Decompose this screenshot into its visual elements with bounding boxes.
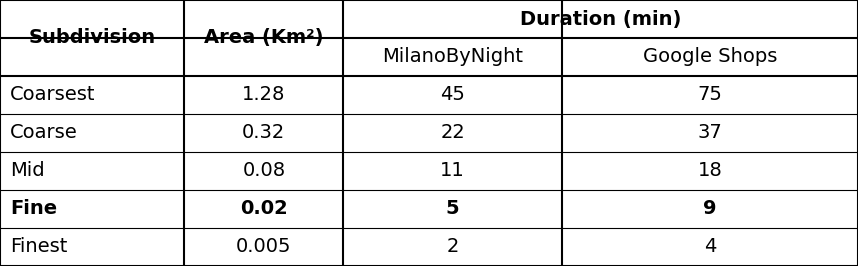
Text: 45: 45 [440,85,465,105]
Text: Area (Km²): Area (Km²) [204,28,323,48]
Text: 0.32: 0.32 [242,123,286,143]
Text: Finest: Finest [10,238,68,256]
Text: 0.08: 0.08 [242,161,286,181]
Text: Google Shops: Google Shops [643,48,777,66]
Text: 0.005: 0.005 [236,238,292,256]
Text: Duration (min): Duration (min) [520,10,681,28]
Text: 18: 18 [698,161,722,181]
Text: Coarsest: Coarsest [10,85,96,105]
Text: Mid: Mid [10,161,45,181]
Text: 5: 5 [446,200,459,218]
Text: Subdivision: Subdivision [28,28,156,48]
Text: 2: 2 [446,238,459,256]
Text: 22: 22 [440,123,465,143]
Text: 11: 11 [440,161,465,181]
Text: Coarse: Coarse [10,123,78,143]
Text: 1.28: 1.28 [242,85,286,105]
Text: MilanoByNight: MilanoByNight [382,48,523,66]
Text: 4: 4 [704,238,716,256]
Text: 75: 75 [698,85,722,105]
Text: 37: 37 [698,123,722,143]
Text: Fine: Fine [10,200,57,218]
Text: 9: 9 [704,200,716,218]
Text: 0.02: 0.02 [240,200,287,218]
